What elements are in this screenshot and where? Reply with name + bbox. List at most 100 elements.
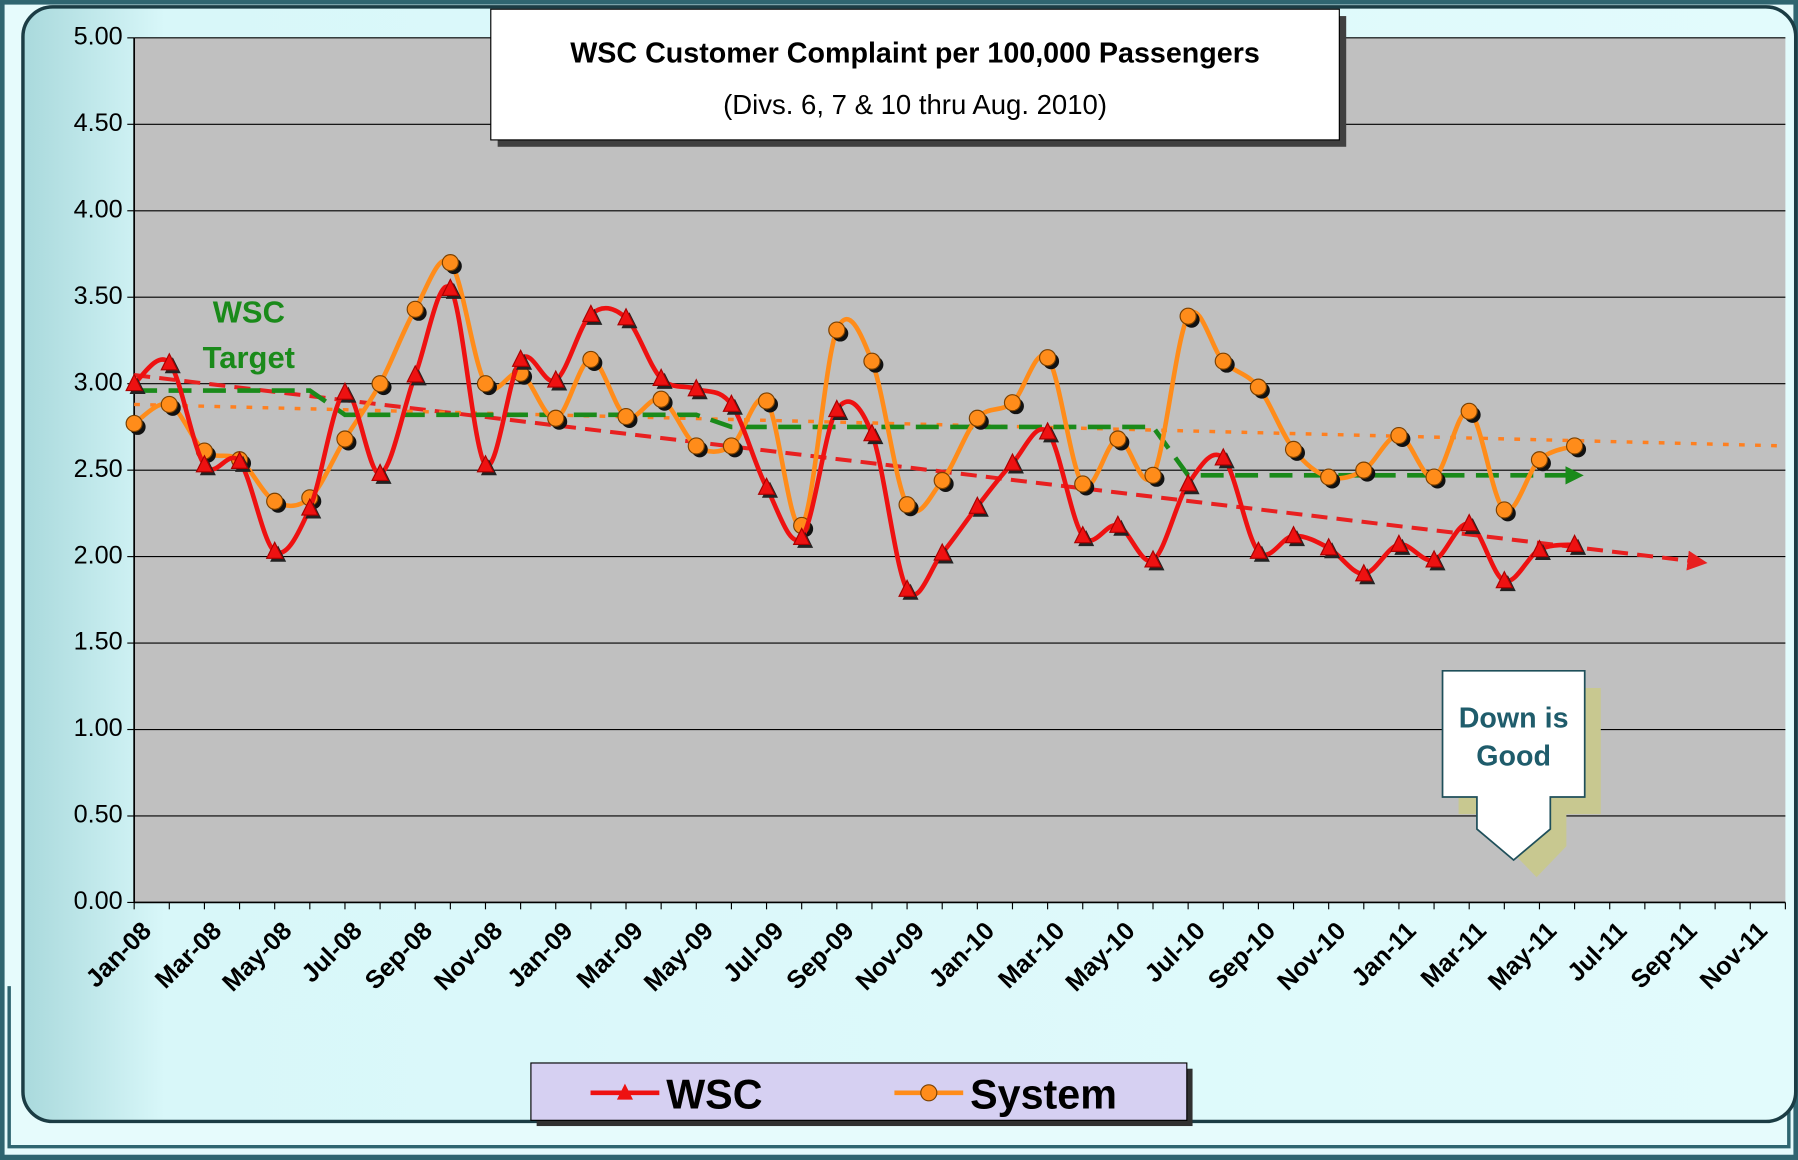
point	[863, 352, 881, 370]
y-tick-label: 4.50	[74, 109, 123, 137]
target-label: WSC	[213, 294, 285, 329]
point	[757, 392, 776, 410]
point	[933, 542, 952, 561]
point	[581, 304, 600, 322]
target-line	[134, 388, 1584, 485]
point	[652, 390, 670, 408]
point	[1320, 468, 1338, 486]
point	[1249, 378, 1268, 396]
legend-marker	[920, 1084, 938, 1102]
point	[1249, 540, 1268, 559]
y-tick-label: 5.00	[74, 23, 123, 51]
y-tick-label: 2.50	[74, 455, 123, 483]
point	[1003, 394, 1022, 412]
y-tick-label: 1.00	[74, 714, 123, 742]
point	[125, 373, 144, 392]
point	[1144, 549, 1162, 568]
point	[1355, 461, 1373, 479]
point	[687, 437, 705, 455]
y-tick-label: 2.00	[74, 541, 123, 569]
series-1	[125, 254, 1587, 537]
point	[1565, 437, 1584, 455]
point	[406, 300, 424, 318]
point	[1108, 515, 1127, 533]
point	[1179, 473, 1198, 492]
point	[828, 321, 846, 339]
point	[1425, 468, 1443, 486]
y-tick-label: 0.50	[74, 801, 123, 829]
point	[1109, 430, 1127, 448]
legend-label: System	[970, 1071, 1117, 1117]
point	[1354, 563, 1373, 582]
point	[687, 378, 706, 397]
point	[1530, 451, 1549, 469]
point	[617, 407, 635, 426]
title-box: WSC Customer Complaint per 100,000 Passe…	[490, 8, 1347, 147]
point	[511, 349, 530, 367]
point	[968, 409, 986, 427]
annotation-text: Good	[1476, 741, 1551, 773]
chart-subtitle: (Divs. 6, 7 & 10 thru Aug. 2010)	[723, 89, 1107, 120]
y-tick-label: 1.50	[74, 628, 123, 656]
point	[441, 278, 460, 297]
point	[1284, 525, 1303, 544]
point	[1214, 352, 1232, 370]
point	[300, 497, 319, 516]
point	[195, 454, 214, 473]
point	[406, 364, 425, 383]
point	[230, 451, 249, 469]
point	[160, 352, 179, 371]
target-label: Target	[203, 340, 295, 375]
chart-title: WSC Customer Complaint per 100,000 Passe…	[570, 38, 1260, 70]
point	[371, 375, 389, 393]
point	[1425, 549, 1444, 568]
point	[1039, 349, 1057, 367]
point	[1003, 452, 1022, 471]
y-tick-label: 4.00	[74, 195, 123, 223]
point	[968, 496, 987, 514]
annotation-box: Down is Good	[1441, 669, 1601, 878]
point	[582, 350, 600, 369]
y-tick-label: 3.50	[74, 282, 123, 310]
point	[1319, 537, 1338, 556]
point	[441, 254, 459, 272]
point	[617, 307, 635, 326]
point	[265, 540, 284, 559]
point	[476, 454, 495, 473]
trend-line	[134, 402, 1786, 448]
point	[1073, 525, 1092, 544]
point	[757, 476, 776, 495]
point	[476, 375, 495, 393]
point	[336, 430, 354, 448]
legend: WSC System	[530, 1062, 1193, 1127]
point	[652, 368, 671, 386]
legend-label: WSC	[666, 1071, 762, 1117]
point	[160, 395, 178, 414]
point	[1495, 570, 1514, 589]
point	[1074, 475, 1092, 493]
legend-items: WSC System	[590, 1071, 1117, 1117]
point	[722, 437, 741, 455]
trend-line	[133, 373, 1708, 571]
point	[1179, 307, 1197, 325]
point	[1144, 466, 1162, 484]
point	[266, 492, 284, 510]
point	[1284, 440, 1303, 458]
y-tick-label: 0.00	[74, 887, 123, 915]
series-0	[125, 278, 1587, 600]
annotation-text: Down is	[1459, 703, 1569, 735]
point	[1460, 513, 1479, 532]
point	[547, 409, 565, 427]
point	[827, 399, 846, 418]
y-tick-label: 3.00	[74, 368, 123, 396]
point	[371, 463, 390, 482]
point	[1495, 501, 1513, 519]
point	[1530, 539, 1549, 558]
title-background	[490, 8, 1340, 141]
point	[1460, 402, 1478, 420]
point	[1038, 421, 1057, 440]
point	[1390, 426, 1408, 445]
point	[862, 423, 881, 442]
